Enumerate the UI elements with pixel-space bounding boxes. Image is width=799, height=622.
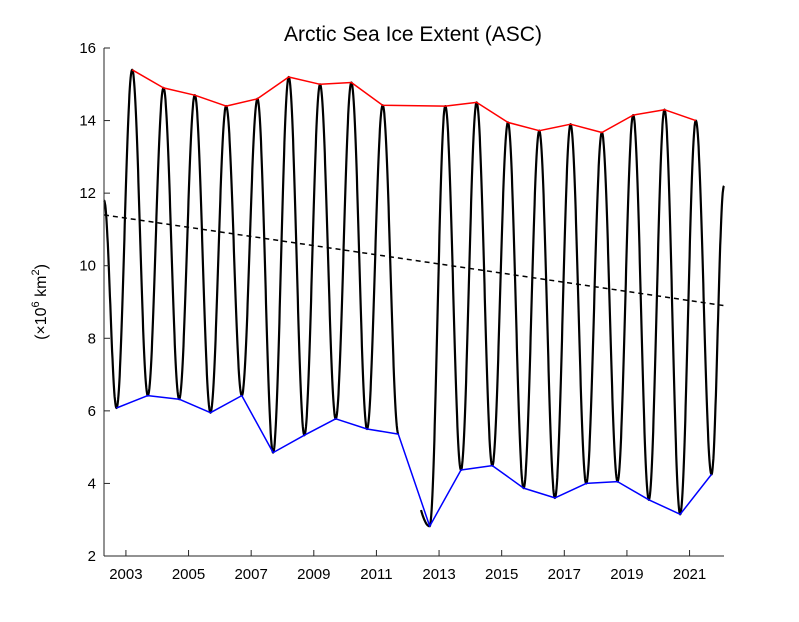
y-tick-label: 14 [79, 113, 96, 130]
x-tick-label: 2015 [485, 566, 518, 583]
x-tick-label: 2013 [422, 566, 455, 583]
x-tick-label: 2017 [548, 566, 581, 583]
y-tick-label: 4 [88, 475, 96, 492]
x-ticks: 2003 2005 2007 2009 2011 2013 2015 2017 2019 2021 [109, 550, 706, 583]
x-tick-label: 2007 [234, 566, 267, 583]
y-tick-label: 2 [88, 548, 96, 565]
extent-line-segment [103, 68, 400, 454]
y-tick-label: 6 [88, 403, 96, 420]
x-tick-label: 2011 [360, 566, 392, 583]
annual-max-layer [131, 69, 697, 134]
y-label-prefix: (×10 [33, 307, 50, 340]
y-axis-label: (×106 km2) [30, 264, 50, 340]
trend-layer [103, 214, 725, 307]
y-tick-label: 8 [88, 330, 96, 347]
plot-area [103, 68, 725, 528]
chart-title: Arctic Sea Ice Extent (ASC) [284, 23, 542, 46]
annual-min-line [116, 394, 713, 527]
y-ticks: 2 4 6 8 10 12 14 16 [79, 40, 110, 565]
y-tick-label: 10 [79, 258, 96, 275]
trend-line [103, 214, 725, 307]
y-label-exponent: 6 [30, 301, 42, 307]
y-label-unit: km [33, 276, 50, 302]
y-tick-label: 16 [79, 40, 96, 57]
extent-line-segment [419, 101, 725, 528]
axes: 2003 2005 2007 2009 2011 2013 2015 2017 2019 2021… [79, 40, 724, 583]
x-tick-label: 2005 [172, 566, 205, 583]
annual-max-line [131, 69, 697, 134]
annual-min-layer [116, 394, 713, 527]
x-tick-label: 2009 [297, 566, 330, 583]
y-label-suffix: ) [33, 264, 50, 269]
extent-series [103, 68, 725, 528]
x-tick-label: 2019 [610, 566, 643, 583]
x-tick-label: 2021 [673, 566, 706, 583]
y-tick-label: 12 [79, 185, 96, 202]
y-label-unit-exponent: 2 [30, 269, 42, 275]
x-tick-label: 2003 [109, 566, 142, 583]
